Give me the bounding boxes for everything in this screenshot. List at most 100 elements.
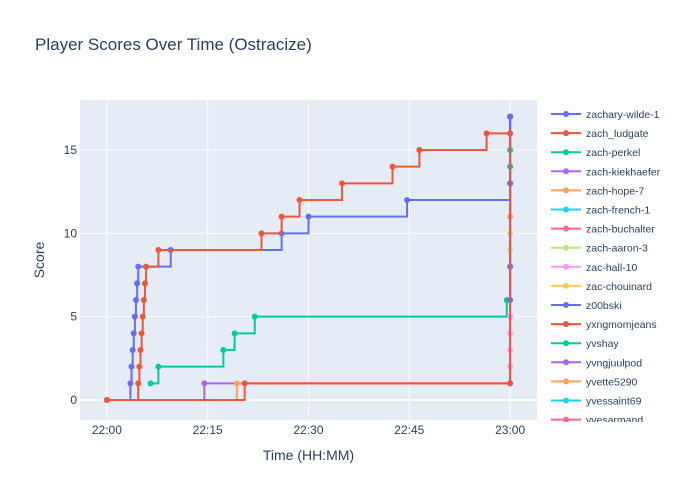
legend-label: zach_ludgate bbox=[586, 128, 649, 140]
data-point bbox=[389, 163, 396, 170]
x-tick-label: 23:00 bbox=[495, 423, 525, 437]
legend-swatch-marker bbox=[563, 130, 569, 137]
x-tick-label: 22:30 bbox=[293, 423, 323, 437]
legend-swatch-marker bbox=[563, 282, 569, 289]
legend-swatch-marker bbox=[563, 263, 569, 270]
legend-scrollbar[interactable] bbox=[694, 104, 698, 404]
data-point bbox=[135, 380, 142, 387]
legend-label: zach-aaron-3 bbox=[586, 243, 648, 255]
legend-swatch-marker bbox=[563, 168, 569, 175]
data-point bbox=[128, 363, 135, 370]
legend-label: yvshay bbox=[586, 338, 619, 350]
data-point bbox=[138, 330, 145, 337]
data-point bbox=[147, 380, 154, 387]
legend-label: zach-hope-7 bbox=[586, 185, 645, 197]
axis-ticks: 22:00 22:15 22:30 22:45 23:00 0 5 10 15 bbox=[64, 143, 526, 437]
data-point bbox=[140, 297, 147, 303]
data-point bbox=[136, 363, 143, 370]
data-point bbox=[155, 363, 162, 370]
legend-item[interactable]: zach-kiekhaefer bbox=[551, 166, 661, 178]
data-point bbox=[139, 313, 146, 320]
legend-swatch-marker bbox=[563, 244, 569, 251]
legend-label: yvesarmand bbox=[586, 415, 643, 427]
data-point bbox=[155, 247, 162, 253]
legend-item[interactable]: yvesarmand bbox=[551, 415, 643, 427]
legend-swatch-marker bbox=[563, 302, 569, 308]
data-point bbox=[507, 380, 514, 387]
legend-item[interactable]: zach-buchalter bbox=[551, 224, 655, 236]
legend-label: yvngjuulpod bbox=[586, 357, 642, 369]
legend-item[interactable]: zac-chouinard bbox=[551, 281, 652, 293]
legend-item[interactable]: yxngmomjeans bbox=[551, 319, 657, 331]
data-point bbox=[131, 313, 138, 320]
legend-item[interactable]: zach-hope-7 bbox=[551, 185, 645, 197]
data-point bbox=[483, 130, 490, 137]
data-point bbox=[416, 147, 423, 153]
data-point bbox=[129, 347, 136, 353]
data-point bbox=[404, 197, 411, 203]
legend-swatch-marker bbox=[563, 225, 569, 232]
legend-swatch-marker bbox=[563, 206, 569, 213]
legend-label: yvessaint69 bbox=[586, 396, 642, 408]
y-tick-label: 10 bbox=[64, 226, 78, 240]
data-point bbox=[339, 180, 346, 187]
data-point bbox=[134, 280, 141, 287]
legend-label: zac-hall-10 bbox=[586, 262, 638, 274]
legend-item[interactable]: yvshay bbox=[551, 338, 619, 350]
data-point bbox=[241, 380, 248, 387]
data-point bbox=[133, 297, 140, 303]
legend-swatch-marker bbox=[563, 149, 569, 156]
legend-swatch-marker bbox=[563, 187, 569, 194]
data-point bbox=[127, 380, 134, 387]
data-point bbox=[251, 313, 258, 320]
data-point bbox=[507, 130, 514, 137]
y-tick-label: 15 bbox=[64, 143, 78, 157]
legend-swatch-marker bbox=[563, 111, 569, 117]
legend-label: zach-perkel bbox=[586, 147, 640, 159]
legend-item[interactable]: zach-perkel bbox=[551, 147, 640, 159]
legend-label: yxngmomjeans bbox=[586, 319, 657, 331]
legend-label: zach-french-1 bbox=[586, 205, 650, 217]
series-line bbox=[106, 116, 512, 401]
y-tick-label: 0 bbox=[70, 393, 77, 407]
plot-traces bbox=[103, 113, 514, 403]
legend-item[interactable]: yvngjuulpod bbox=[551, 357, 642, 369]
y-tick-label: 5 bbox=[70, 310, 77, 324]
legend-label: yvette5290 bbox=[586, 376, 638, 388]
y-axis-title: Score bbox=[31, 242, 47, 279]
legend-item[interactable]: zach-french-1 bbox=[551, 205, 650, 217]
data-point bbox=[143, 263, 150, 270]
chart-title: Player Scores Over Time (Ostracize) bbox=[35, 35, 312, 54]
x-tick-label: 22:15 bbox=[193, 423, 223, 437]
legend-swatch-marker bbox=[563, 359, 569, 366]
legend-swatch-marker bbox=[563, 340, 569, 347]
legend-item[interactable]: z00bski bbox=[551, 300, 622, 312]
legend-item[interactable]: zac-hall-10 bbox=[551, 262, 638, 274]
data-point bbox=[278, 213, 285, 220]
data-point bbox=[130, 330, 137, 337]
x-tick-label: 22:45 bbox=[394, 423, 424, 437]
legend-swatch-marker bbox=[563, 378, 569, 385]
data-point bbox=[258, 230, 265, 237]
data-point bbox=[135, 263, 142, 270]
legend-item[interactable]: zach_ludgate bbox=[551, 128, 649, 140]
legend-swatch-marker bbox=[563, 416, 569, 422]
data-point bbox=[220, 347, 227, 353]
x-tick-label: 22:00 bbox=[92, 423, 122, 437]
data-point bbox=[296, 197, 303, 203]
legend-item[interactable]: yvessaint69 bbox=[551, 396, 642, 408]
series-yxngmomjeans bbox=[103, 130, 514, 403]
legend-label: z00bski bbox=[586, 300, 622, 312]
data-point bbox=[305, 213, 312, 220]
legend-label: zach-buchalter bbox=[586, 224, 655, 236]
data-point bbox=[141, 280, 148, 287]
legend-item[interactable]: zach-aaron-3 bbox=[551, 243, 648, 255]
legend-item[interactable]: zachary-wilde-1 bbox=[551, 109, 660, 121]
legend-item[interactable]: yvette5290 bbox=[551, 376, 638, 388]
legend-label: zach-kiekhaefer bbox=[586, 166, 661, 178]
x-axis-title: Time (HH:MM) bbox=[263, 447, 354, 463]
data-point bbox=[103, 397, 110, 403]
data-point bbox=[201, 380, 208, 387]
legend-label: zachary-wilde-1 bbox=[586, 109, 660, 121]
